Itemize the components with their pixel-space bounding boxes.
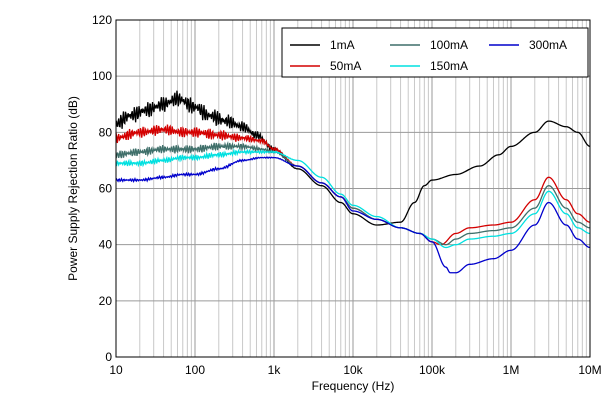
legend-label-300mA: 300mA <box>529 38 567 52</box>
series-line-1mA <box>115 90 591 226</box>
plot-border <box>115 19 591 358</box>
legend-box <box>281 27 589 78</box>
series-line-300mA <box>115 156 591 274</box>
y-tick-labels: 0 20 40 60 80 100 120 <box>92 13 112 364</box>
y-tick-label: 0 <box>105 350 112 364</box>
series-line-100mA <box>115 140 591 246</box>
legend-label-150mA: 150mA <box>430 59 468 73</box>
series-layer <box>115 90 591 274</box>
y-tick-label: 20 <box>99 294 113 308</box>
x-tick-labels: 10 100 1k 10k 100k 1M 10M <box>109 363 601 377</box>
y-tick-label: 100 <box>92 69 112 83</box>
x-axis-label: Frequency (Hz) <box>312 379 395 393</box>
y-axis-label: Power Supply Rejection Ratio (dB) <box>66 96 80 281</box>
y-tick-label: 80 <box>99 125 113 139</box>
x-tick-label: 100 <box>185 363 205 377</box>
y-tick-label: 120 <box>92 13 112 27</box>
series-line-150mA <box>115 148 591 249</box>
y-tick-label: 40 <box>99 238 113 252</box>
x-tick-label: 10k <box>343 363 363 377</box>
y-tick-label: 60 <box>99 182 113 196</box>
x-tick-label: 10 <box>109 363 123 377</box>
legend-label-100mA: 100mA <box>430 38 468 52</box>
x-tick-label: 10M <box>578 363 601 377</box>
x-tick-label: 100k <box>419 363 446 377</box>
legend: 1mA 50mA 100mA 150mA 300mA <box>281 27 589 78</box>
x-tick-label: 1M <box>503 363 520 377</box>
legend-label-1mA: 1mA <box>330 38 355 52</box>
legend-label-50mA: 50mA <box>330 59 361 73</box>
x-tick-label: 1k <box>268 363 282 377</box>
